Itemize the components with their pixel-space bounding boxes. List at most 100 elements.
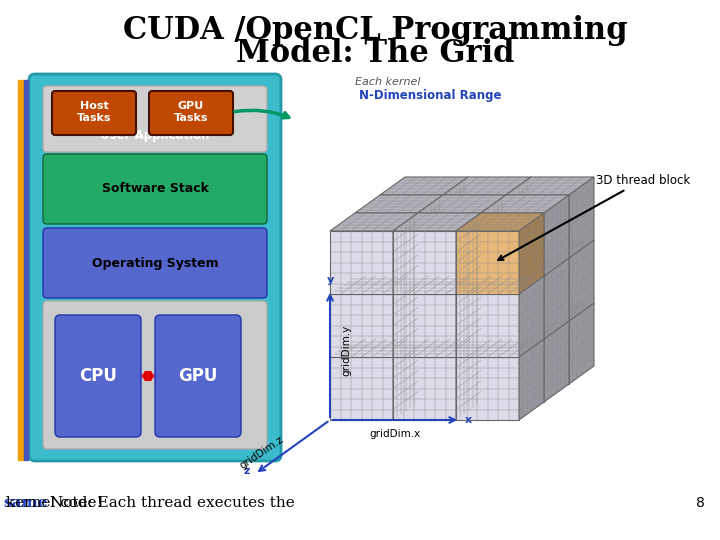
Text: 3D thread block: 3D thread block	[498, 173, 690, 260]
Text: kernel code!: kernel code!	[1, 496, 103, 510]
FancyBboxPatch shape	[52, 91, 136, 135]
Text: Each kernel: Each kernel	[355, 77, 420, 87]
Polygon shape	[330, 213, 418, 231]
FancyBboxPatch shape	[29, 74, 281, 461]
FancyBboxPatch shape	[43, 301, 267, 449]
Polygon shape	[393, 339, 418, 420]
Text: 8: 8	[696, 496, 705, 510]
Polygon shape	[355, 276, 418, 339]
Text: GPU
Tasks: GPU Tasks	[174, 101, 208, 123]
Polygon shape	[456, 357, 519, 420]
Polygon shape	[355, 339, 418, 402]
Polygon shape	[443, 240, 468, 321]
Polygon shape	[481, 195, 506, 276]
Polygon shape	[443, 240, 531, 258]
Polygon shape	[418, 276, 481, 339]
Polygon shape	[443, 177, 531, 195]
Polygon shape	[456, 213, 544, 231]
Polygon shape	[380, 195, 443, 258]
Polygon shape	[519, 339, 544, 420]
Polygon shape	[569, 240, 594, 321]
Polygon shape	[569, 177, 594, 258]
Polygon shape	[456, 339, 481, 420]
Polygon shape	[506, 177, 531, 258]
Bar	[18, 80, 24, 460]
Text: CUDA /OpenCL Programming: CUDA /OpenCL Programming	[122, 15, 627, 45]
Polygon shape	[393, 357, 456, 420]
Polygon shape	[330, 357, 393, 420]
Polygon shape	[456, 276, 481, 357]
Text: Software Stack: Software Stack	[102, 183, 208, 195]
Text: y: y	[326, 275, 333, 285]
Bar	[24, 80, 28, 460]
FancyBboxPatch shape	[55, 315, 141, 437]
Text: Model: The Grid: Model: The Grid	[235, 38, 514, 70]
Polygon shape	[481, 321, 569, 339]
Text: Operating System: Operating System	[91, 256, 218, 269]
Text: x: x	[464, 415, 472, 425]
Polygon shape	[393, 231, 456, 294]
Polygon shape	[481, 213, 544, 276]
FancyBboxPatch shape	[43, 154, 267, 224]
Polygon shape	[456, 213, 481, 294]
Text: gridDim.y: gridDim.y	[341, 325, 351, 376]
Text: Host
Tasks: Host Tasks	[77, 101, 112, 123]
Polygon shape	[380, 303, 468, 321]
Polygon shape	[544, 195, 569, 276]
Polygon shape	[418, 258, 506, 276]
Polygon shape	[481, 321, 506, 402]
Polygon shape	[393, 294, 456, 357]
Polygon shape	[443, 303, 468, 384]
Polygon shape	[418, 321, 443, 402]
Polygon shape	[456, 294, 519, 357]
Polygon shape	[355, 213, 418, 276]
Text: GPU: GPU	[179, 367, 217, 385]
FancyBboxPatch shape	[155, 315, 241, 437]
Polygon shape	[393, 339, 481, 357]
Polygon shape	[418, 258, 443, 339]
Polygon shape	[393, 213, 481, 231]
Text: same: same	[4, 496, 48, 510]
Polygon shape	[506, 177, 594, 195]
Text: Note: Each thread executes the: Note: Each thread executes the	[50, 496, 300, 510]
Polygon shape	[443, 258, 506, 321]
Polygon shape	[519, 213, 544, 294]
Polygon shape	[519, 276, 544, 357]
Polygon shape	[443, 177, 468, 258]
Polygon shape	[418, 339, 481, 402]
Polygon shape	[456, 231, 519, 294]
Polygon shape	[330, 339, 418, 357]
Polygon shape	[481, 276, 544, 339]
Polygon shape	[355, 321, 443, 339]
Text: CPU: CPU	[79, 367, 117, 385]
Polygon shape	[355, 258, 443, 276]
Polygon shape	[506, 321, 569, 384]
Polygon shape	[481, 258, 569, 276]
Polygon shape	[393, 213, 418, 294]
Polygon shape	[418, 195, 506, 213]
Polygon shape	[443, 303, 531, 321]
Polygon shape	[443, 195, 506, 258]
Text: gridDim.x: gridDim.x	[369, 429, 420, 439]
Polygon shape	[481, 195, 569, 213]
Polygon shape	[380, 258, 443, 321]
Polygon shape	[544, 258, 569, 339]
Polygon shape	[506, 258, 569, 321]
Polygon shape	[418, 213, 481, 276]
Polygon shape	[481, 258, 506, 339]
Polygon shape	[456, 276, 544, 294]
FancyBboxPatch shape	[43, 86, 267, 152]
Polygon shape	[418, 195, 443, 276]
FancyBboxPatch shape	[149, 91, 233, 135]
Polygon shape	[330, 276, 418, 294]
Text: z: z	[244, 466, 250, 476]
Polygon shape	[393, 276, 418, 357]
Polygon shape	[506, 240, 531, 321]
Text: gridDim.z: gridDim.z	[238, 434, 286, 471]
Polygon shape	[506, 240, 594, 258]
Polygon shape	[330, 294, 393, 357]
FancyBboxPatch shape	[43, 228, 267, 298]
Polygon shape	[393, 276, 481, 294]
Polygon shape	[330, 231, 393, 294]
Polygon shape	[380, 321, 443, 384]
